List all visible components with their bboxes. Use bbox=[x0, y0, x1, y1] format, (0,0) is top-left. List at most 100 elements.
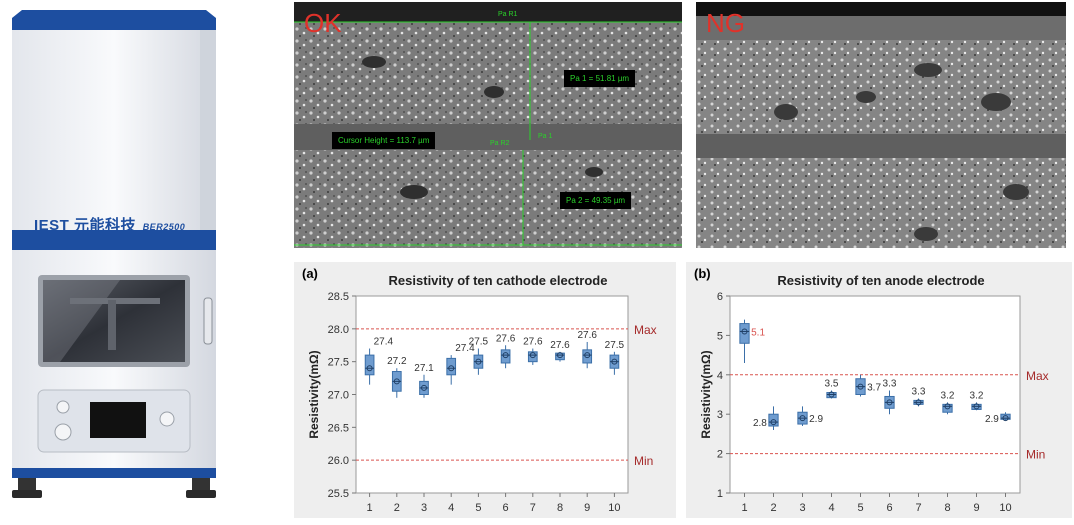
value-label: 2.9 bbox=[809, 414, 823, 425]
chart-panel-cathode: (a) Resistivity of ten cathode electrode R… bbox=[294, 262, 676, 518]
value-label: 3.5 bbox=[825, 379, 839, 390]
x-tick-label: 7 bbox=[530, 502, 536, 514]
mean-marker bbox=[502, 352, 509, 359]
model-text: BER2500 bbox=[142, 222, 186, 232]
y-tick-label: 3 bbox=[717, 409, 723, 421]
value-label: 2.9 bbox=[985, 414, 999, 425]
box bbox=[942, 403, 953, 413]
value-label: 27.2 bbox=[387, 356, 407, 367]
mean-marker bbox=[529, 352, 536, 359]
x-tick-label: 6 bbox=[886, 502, 892, 514]
value-label: 3.2 bbox=[941, 390, 955, 401]
y-tick-label: 4 bbox=[717, 370, 723, 382]
y-tick-label: 2 bbox=[717, 449, 723, 461]
value-label: 27.6 bbox=[496, 333, 516, 344]
ok-label: OK bbox=[304, 8, 342, 38]
y-tick-label: 25.5 bbox=[328, 488, 349, 500]
mean-marker bbox=[915, 399, 922, 406]
mean-marker bbox=[973, 403, 980, 410]
value-label: 27.4 bbox=[455, 343, 475, 354]
value-label: 27.5 bbox=[605, 340, 625, 351]
anode-chart: (b) Resistivity of ten anode electrode Res… bbox=[694, 266, 1049, 514]
value-label: 5.1 bbox=[751, 327, 765, 338]
pa-r1-marker: Pa R1 bbox=[498, 11, 518, 18]
ok-cross-section-image: OK Pa R1 Pa 1 = 51.81 µm Cursor Height =… bbox=[294, 2, 682, 248]
x-tick-label: 3 bbox=[799, 502, 805, 514]
ng-cross-section-image: NG bbox=[696, 2, 1066, 248]
x-tick-label: 5 bbox=[857, 502, 863, 514]
box bbox=[971, 403, 982, 410]
box bbox=[739, 323, 750, 344]
mean-marker bbox=[799, 415, 806, 422]
chart-title: Resistivity of ten cathode electrode bbox=[389, 273, 608, 288]
value-label: 27.6 bbox=[523, 337, 543, 348]
min-limit-label: Min bbox=[634, 454, 653, 468]
box bbox=[364, 354, 375, 376]
box bbox=[500, 349, 511, 364]
y-tick-label: 5 bbox=[717, 330, 723, 342]
x-tick-label: 6 bbox=[503, 502, 509, 514]
y-tick-label: 6 bbox=[717, 291, 723, 303]
x-tick-label: 4 bbox=[828, 502, 834, 514]
top-cap bbox=[12, 10, 216, 30]
box bbox=[768, 413, 779, 427]
ng-texture bbox=[696, 2, 1066, 248]
mean-marker bbox=[944, 403, 951, 410]
x-tick-label: 2 bbox=[770, 502, 776, 514]
x-tick-label: 8 bbox=[944, 502, 950, 514]
box bbox=[527, 351, 538, 363]
y-tick-label: 26.5 bbox=[328, 422, 349, 434]
value-label: 3.3 bbox=[912, 386, 926, 397]
x-tick-label: 1 bbox=[367, 502, 373, 514]
mean-marker bbox=[1002, 415, 1009, 422]
mean-marker bbox=[475, 358, 482, 365]
box bbox=[555, 352, 565, 361]
x-tick-label: 7 bbox=[915, 502, 921, 514]
box bbox=[1000, 413, 1011, 420]
panel-label: (a) bbox=[302, 266, 318, 281]
value-label: 3.7 bbox=[867, 383, 881, 394]
mean-marker bbox=[886, 399, 893, 406]
y-tick-label: 1 bbox=[717, 488, 723, 500]
plot-area bbox=[729, 295, 1021, 494]
x-tick-label: 8 bbox=[557, 502, 563, 514]
chart-title: Resistivity of ten anode electrode bbox=[777, 273, 984, 288]
max-limit-label: Max bbox=[634, 323, 657, 337]
min-limit-label: Min bbox=[1026, 448, 1045, 462]
x-tick-label: 4 bbox=[448, 502, 454, 514]
panel-label: (b) bbox=[694, 266, 711, 281]
x-tick-label: 10 bbox=[999, 502, 1011, 514]
brand-text: IEST 元能科技 bbox=[34, 217, 137, 234]
box bbox=[446, 357, 457, 376]
cursor-height-measurement: Cursor Height = 113.7 µm bbox=[332, 132, 436, 149]
box bbox=[826, 392, 837, 399]
x-tick-label: 1 bbox=[741, 502, 747, 514]
mean-marker bbox=[770, 419, 777, 426]
value-label: 3.2 bbox=[970, 390, 984, 401]
mean-marker bbox=[366, 365, 373, 372]
ok-texture bbox=[294, 2, 682, 248]
mean-marker bbox=[393, 378, 400, 385]
mean-marker bbox=[828, 391, 835, 398]
x-tick-label: 9 bbox=[973, 502, 979, 514]
ber2500-instrument: IEST 元能科技 BER2500 bbox=[0, 0, 230, 520]
mean-marker bbox=[741, 328, 748, 335]
x-tick-label: 5 bbox=[475, 502, 481, 514]
y-tick-label: 28.0 bbox=[328, 324, 349, 336]
x-tick-label: 10 bbox=[608, 502, 620, 514]
value-label: 27.5 bbox=[469, 337, 489, 348]
x-tick-label: 9 bbox=[584, 502, 590, 514]
mean-marker bbox=[584, 352, 591, 359]
x-tick-label: 3 bbox=[421, 502, 427, 514]
mean-marker bbox=[557, 352, 563, 359]
value-label: 27.1 bbox=[414, 363, 434, 374]
box bbox=[582, 349, 593, 364]
mean-marker bbox=[421, 384, 427, 391]
value-label: 2.8 bbox=[753, 418, 767, 429]
max-limit-label: Max bbox=[1026, 369, 1049, 383]
value-label: 27.6 bbox=[577, 330, 597, 341]
pa1-measurement: Pa 1 = 51.81 µm bbox=[564, 70, 636, 87]
y-tick-label: 28.5 bbox=[328, 291, 349, 303]
value-label: 27.4 bbox=[374, 337, 394, 348]
pa-r2-marker: Pa R2 bbox=[490, 140, 510, 147]
